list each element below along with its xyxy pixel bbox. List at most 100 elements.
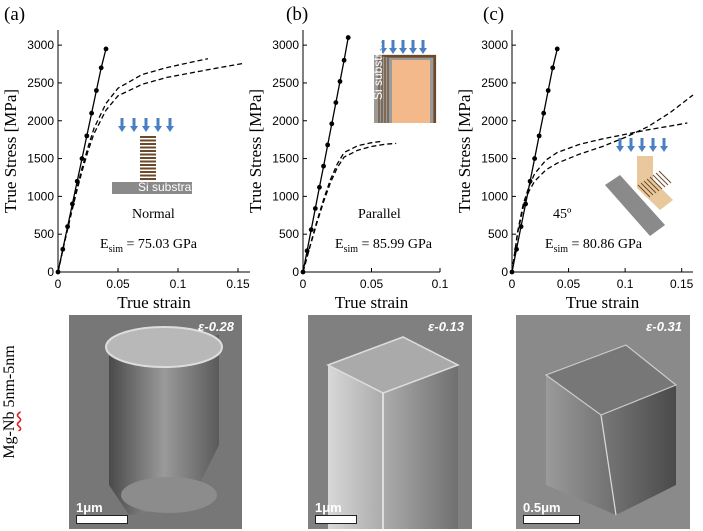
y-tick-label: 0 bbox=[47, 265, 54, 279]
y-tick-label: 2000 bbox=[27, 114, 54, 128]
x-tick-label: 0.15 bbox=[670, 277, 694, 291]
sample-label-part-3: 5nm-5nm bbox=[1, 345, 18, 412]
layer-stripe bbox=[646, 178, 660, 192]
data-point bbox=[98, 65, 104, 71]
load-arrow-head bbox=[379, 48, 387, 54]
data-point bbox=[337, 79, 343, 84]
data-point bbox=[84, 133, 90, 139]
inset-schematic-a: Si substrate bbox=[112, 118, 202, 194]
modulus-label: Esim = 75.03 GPa bbox=[100, 237, 198, 255]
data-point bbox=[518, 224, 524, 230]
chart-panel-1: (a) 0 500 1000 1500 2000 2500 3000 0 0.05 0.1 0.15 T… bbox=[1, 4, 250, 312]
data-point bbox=[345, 35, 351, 40]
y-tick-label: 3000 bbox=[27, 38, 54, 52]
data-point bbox=[103, 46, 109, 52]
x-tick-label: 0.15 bbox=[226, 277, 250, 291]
pillar-block bbox=[392, 60, 430, 123]
y-tick-label: 3000 bbox=[481, 38, 508, 52]
sem-pillar-b bbox=[308, 315, 472, 529]
orientation-label: Normal bbox=[132, 207, 175, 222]
data-point bbox=[308, 227, 314, 233]
load-arrow-head bbox=[660, 146, 668, 152]
series-line-3 bbox=[511, 122, 688, 273]
x-tick-label: 0.1 bbox=[617, 277, 634, 291]
scale-bar-b bbox=[315, 515, 357, 524]
layer-stripe bbox=[640, 182, 654, 196]
y-tick-label: 2500 bbox=[481, 76, 508, 90]
orientation-label: Parallel bbox=[358, 207, 401, 222]
y-axis-title: True Stress [MPa] bbox=[246, 89, 265, 213]
load-arrow-head bbox=[389, 48, 397, 54]
load-arrow-head bbox=[616, 146, 624, 152]
data-point bbox=[321, 163, 326, 169]
sem-strain-label-b: ε-0.13 bbox=[428, 319, 464, 334]
y-tick-label: 2000 bbox=[481, 114, 508, 128]
panel-label: (a) bbox=[4, 4, 25, 25]
data-point bbox=[541, 110, 547, 116]
series-line-3 bbox=[302, 140, 383, 273]
data-point bbox=[89, 110, 94, 116]
data-point bbox=[341, 57, 347, 63]
scale-bar-c bbox=[523, 515, 580, 524]
panel-label: (c) bbox=[483, 4, 504, 25]
sem-image-c: ε-0.31 0.5μm bbox=[516, 315, 690, 529]
x-axis-title: True strain bbox=[335, 293, 409, 312]
data-point bbox=[536, 133, 542, 139]
sem-scale-label-a: 1μm bbox=[76, 500, 103, 515]
orientation-label: 45º bbox=[553, 207, 572, 222]
plots-canvas: (a) 0 500 1000 1500 2000 2500 3000 0 0.05 0.1 0.15 T… bbox=[1, 4, 694, 312]
y-tick-label: 0 bbox=[292, 265, 299, 279]
data-point bbox=[94, 88, 99, 93]
data-point bbox=[60, 246, 66, 252]
data-point bbox=[333, 100, 339, 105]
data-point bbox=[532, 156, 538, 161]
inset-schematic-b: Si substrate bbox=[371, 36, 437, 123]
load-arrow-head bbox=[130, 126, 138, 132]
y-tick-label: 1500 bbox=[27, 152, 54, 166]
layer-stripe bbox=[140, 178, 156, 180]
series-line-3 bbox=[57, 58, 209, 273]
sem-image-a: ε-0.28 1μm bbox=[69, 315, 242, 529]
x-tick-label: 0 bbox=[55, 277, 62, 291]
x-tick-label: 0 bbox=[300, 277, 307, 291]
substrate-block bbox=[112, 182, 192, 194]
layer-stripe bbox=[140, 171, 156, 173]
load-arrow-head bbox=[154, 126, 162, 132]
data-point bbox=[550, 65, 556, 71]
pillar-block bbox=[637, 156, 673, 210]
data-point bbox=[65, 224, 70, 230]
data-point bbox=[329, 121, 335, 127]
layer-stripe bbox=[140, 150, 156, 152]
layer-stripe bbox=[652, 174, 666, 188]
load-arrow-head bbox=[649, 146, 657, 152]
x-tick-label: 0.1 bbox=[170, 277, 187, 291]
layer-stripe bbox=[655, 172, 669, 186]
layer-stripe bbox=[140, 167, 156, 170]
chart-panel-2: (b) 0 500 1000 1500 2000 2500 3000 0 0.05 0.1 True … bbox=[246, 4, 449, 312]
layer-stripe bbox=[643, 180, 657, 194]
sem-scale-label-b: 1μm bbox=[315, 500, 342, 515]
data-point bbox=[79, 156, 85, 161]
x-tick-label: 0 bbox=[509, 277, 516, 291]
y-tick-label: 1000 bbox=[272, 189, 299, 203]
layer-stripe bbox=[637, 184, 651, 198]
substrate-label: Si substrate bbox=[371, 36, 385, 100]
layer-stripe bbox=[140, 174, 156, 177]
y-axis-title: True Stress [MPa] bbox=[455, 89, 474, 213]
layer-stripe bbox=[140, 139, 156, 142]
load-arrow-head bbox=[638, 146, 646, 152]
panel-label: (b) bbox=[286, 4, 308, 25]
sample-label-part-2: Nb bbox=[1, 411, 18, 432]
y-tick-label: 0 bbox=[501, 265, 508, 279]
load-arrow-head bbox=[399, 48, 407, 54]
y-tick-label: 1500 bbox=[481, 152, 508, 166]
sem-pillar-a bbox=[69, 315, 242, 529]
load-arrow-head bbox=[419, 48, 427, 54]
data-point bbox=[312, 206, 318, 211]
modulus-label: Esim = 80.86 GPa bbox=[545, 237, 643, 255]
y-tick-label: 500 bbox=[34, 227, 54, 241]
x-axis-title: True strain bbox=[566, 293, 640, 312]
y-tick-label: 500 bbox=[488, 227, 508, 241]
data-point bbox=[325, 142, 331, 148]
y-axis-title: True Stress [MPa] bbox=[1, 89, 20, 213]
